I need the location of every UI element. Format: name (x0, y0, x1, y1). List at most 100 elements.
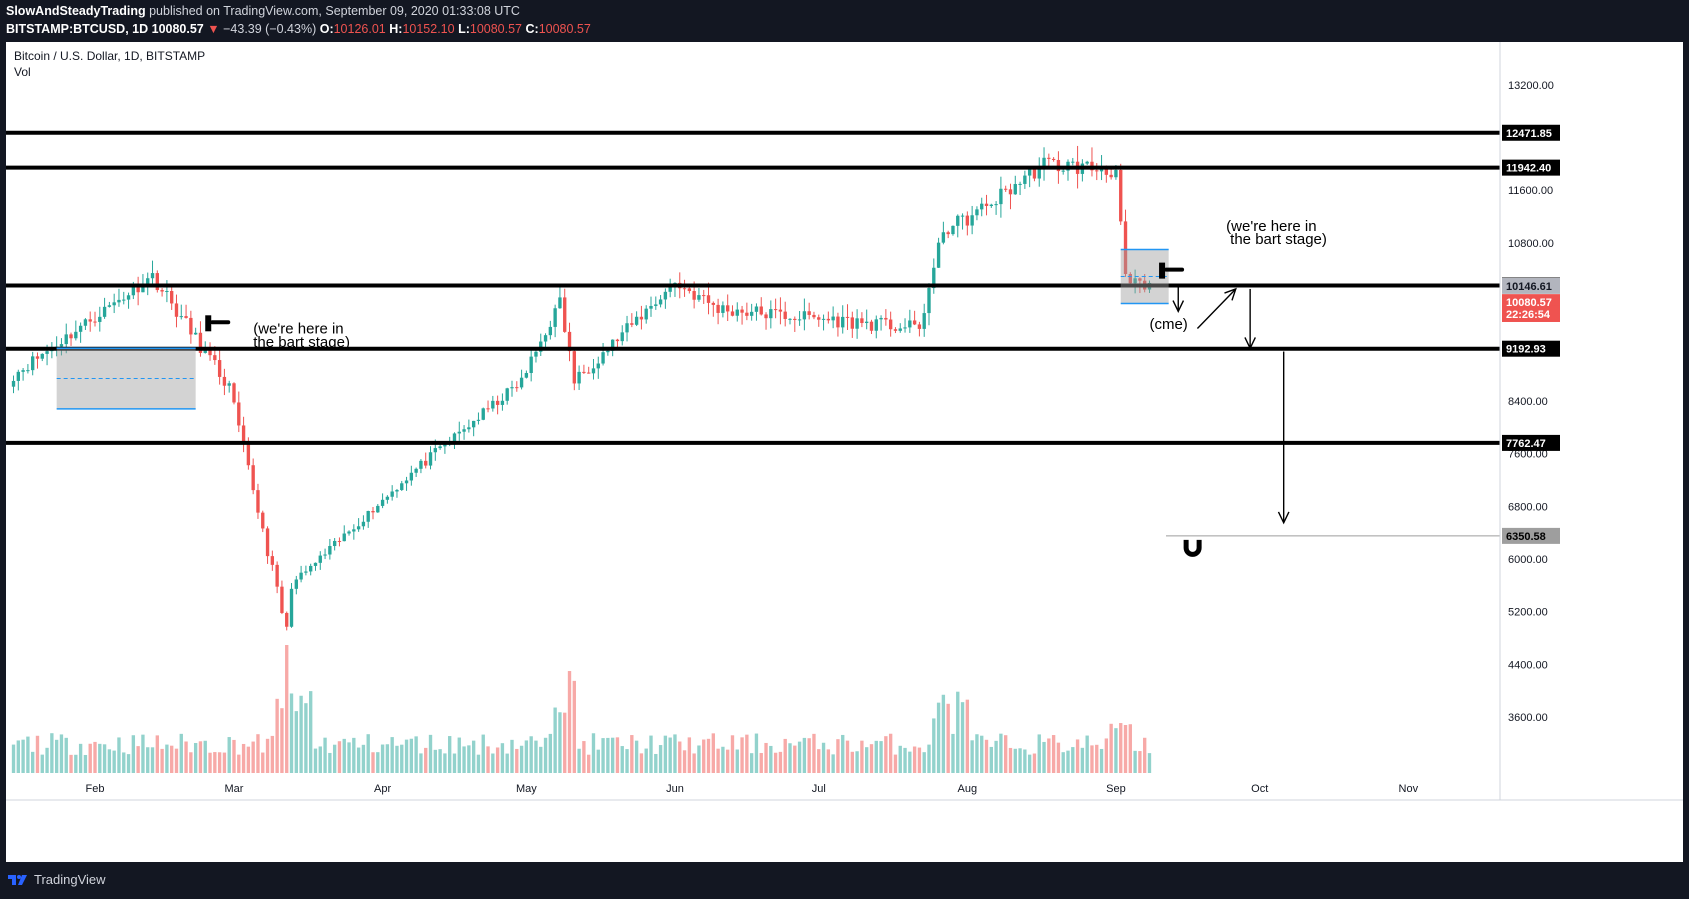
volume-bar (596, 749, 600, 773)
candlesticks (11, 145, 1152, 631)
candle-body (663, 291, 668, 300)
level-price-label-bg (1502, 159, 1560, 176)
horizontal-levels[interactable] (6, 130, 1500, 537)
volume-bar (241, 743, 246, 773)
mark-price-label: 10146.61 (1506, 281, 1552, 293)
magnet-icon[interactable] (1183, 539, 1202, 557)
candle-body (1008, 189, 1013, 195)
volume-bar (692, 753, 696, 773)
candle-body (783, 311, 787, 319)
candle-body (797, 319, 802, 321)
candle-body (802, 311, 807, 320)
candle-body (903, 327, 907, 329)
candle-body (706, 295, 711, 303)
candle-body (462, 429, 466, 432)
volume-bar (970, 740, 974, 773)
volume-bar (773, 752, 778, 773)
volume-bar (117, 737, 121, 773)
candle-body (730, 311, 735, 316)
volume-bar (1032, 753, 1037, 773)
volume-bar (663, 735, 668, 773)
candle-body (1119, 169, 1123, 222)
candle-body (1123, 221, 1128, 275)
volume-bar (644, 748, 648, 773)
time-axis[interactable]: Feb Mar Apr May Jun Jul Aug Sep Oct Nov (6, 783, 1683, 801)
candle-body (304, 571, 308, 573)
level-price-label-bg (1502, 340, 1560, 357)
price-chart[interactable]: Bitcoin / U.S. Dollar, 1D, BITSTAMP Vol … (6, 42, 1683, 862)
volume-bar (860, 740, 864, 773)
volume-bar (826, 749, 831, 773)
volume-bar (936, 702, 941, 773)
volume-bar (21, 739, 25, 773)
gavel-icon (1164, 267, 1185, 272)
volume-bar (865, 747, 869, 773)
volume-bar (927, 744, 931, 773)
volume-bar (1051, 735, 1056, 773)
candle-body (754, 306, 759, 312)
candle-body (812, 314, 816, 318)
volume-bar (332, 744, 337, 773)
chart-area[interactable]: Bitcoin / U.S. Dollar, 1D, BITSTAMP Vol … (6, 42, 1683, 862)
volume-bar (294, 711, 298, 773)
volume-bar (280, 708, 284, 773)
volume-bar (64, 737, 68, 773)
candle-body (313, 562, 318, 566)
volume-bar (625, 749, 629, 773)
gavel-icon (210, 320, 231, 325)
candle-body (294, 579, 298, 589)
time-tick-label: Mar (225, 783, 244, 795)
volume-bar (102, 744, 107, 773)
candle-body (529, 356, 533, 373)
candle-body (424, 460, 428, 466)
candle-body (879, 317, 883, 320)
author-name[interactable]: SlowAndSteadyTrading (6, 4, 146, 18)
volume-bar (409, 738, 414, 773)
ohlc-line: BITSTAMP:BTCUSD, 1D 10080.57 ▼ −43.39 (−… (6, 22, 591, 36)
candle-body (778, 309, 783, 312)
volume-bar (759, 752, 763, 773)
publish-line: SlowAndSteadyTrading published on Tradin… (6, 4, 520, 18)
support-price-label: 6350.58 (1506, 531, 1546, 543)
annotation-text: (we're here in (253, 321, 343, 338)
arrow-line[interactable] (1196, 288, 1237, 329)
open-value: 10126.01 (333, 22, 386, 36)
level-price-label: 9192.93 (1506, 344, 1546, 356)
time-tick-label: Feb (86, 783, 105, 795)
volume-bar (749, 753, 754, 773)
candle-body (740, 309, 744, 313)
range-box[interactable] (56, 348, 196, 409)
volume-bar (419, 753, 423, 773)
candle-body (452, 433, 457, 443)
time-tick-label: Nov (1399, 783, 1419, 795)
volume-bar (606, 737, 610, 773)
volume-bar (347, 742, 351, 773)
volume-bar (1080, 747, 1085, 773)
candle-body (400, 483, 404, 490)
candle-body (217, 360, 222, 377)
volume-bar (841, 734, 845, 773)
candle-body (726, 305, 730, 312)
volume-bar (404, 739, 409, 773)
price-axis[interactable]: 13200.00 11600.00 10800.00 8400.00 7600.00 68… (1499, 42, 1560, 800)
arrow-head (1277, 511, 1290, 525)
tradingview-logo[interactable]: TradingView (8, 872, 106, 887)
candle-body (265, 528, 270, 557)
volume-bar (639, 753, 644, 773)
volume-bar (745, 734, 749, 773)
candle-body (687, 288, 692, 292)
candle-body (654, 304, 658, 306)
volume-bar (534, 740, 538, 773)
price-tick-label: 8400.00 (1508, 396, 1548, 408)
volume-bar (160, 748, 164, 773)
volume-bar (845, 740, 850, 773)
volume-bar (754, 733, 759, 773)
volume-bar (529, 736, 533, 773)
volume-bar (136, 746, 140, 773)
candle-body (337, 540, 342, 542)
volume-bar (107, 749, 112, 773)
candle-body (193, 332, 198, 335)
candle-body (457, 431, 461, 434)
volume-bar (304, 703, 308, 773)
